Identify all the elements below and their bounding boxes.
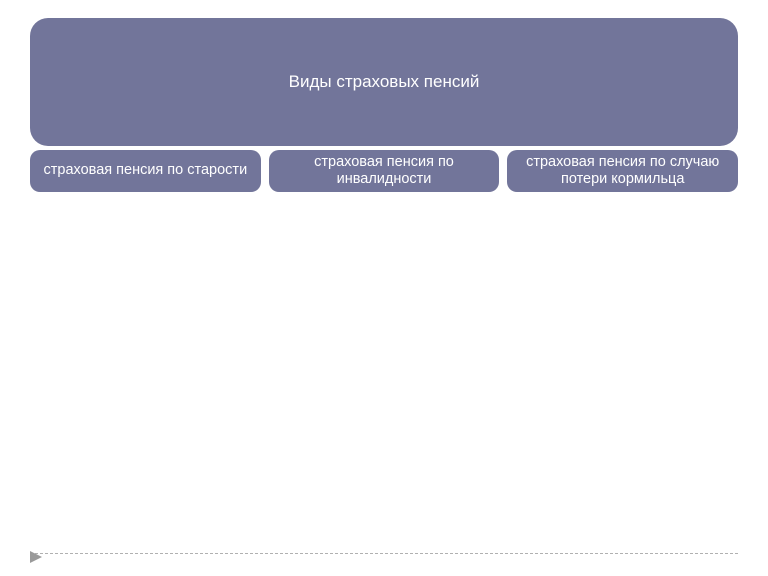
diagram-child: страховая пенсия по инвалидности <box>269 150 500 192</box>
diagram-child: страховая пенсия по случаю потери кормил… <box>507 150 738 192</box>
diagram-child: страховая пенсия по старости <box>30 150 261 192</box>
diagram-children-row: страховая пенсия по старости страховая п… <box>30 150 738 192</box>
footer <box>30 553 738 554</box>
footer-divider <box>30 553 738 554</box>
play-arrow-icon <box>30 551 42 563</box>
slide: Виды страховых пенсий страховая пенсия п… <box>0 0 768 576</box>
diagram-header: Виды страховых пенсий <box>30 18 738 146</box>
